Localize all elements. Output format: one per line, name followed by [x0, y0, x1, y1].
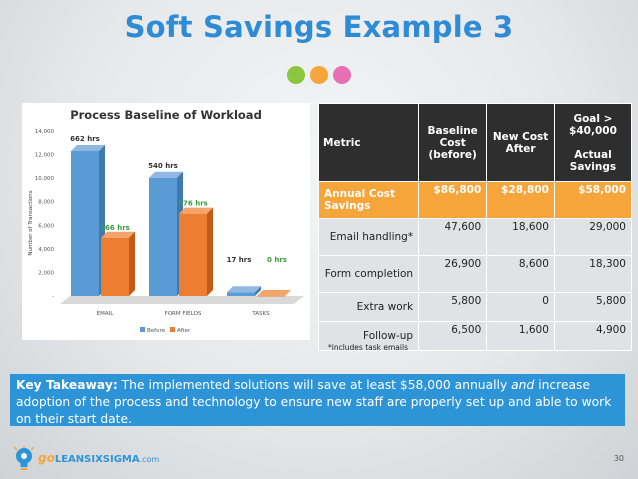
- table-body: Annual Cost Savings $86,800 $28,800 $58,000…: [317, 181, 633, 351]
- header-baseline: Baseline Cost (before): [418, 103, 488, 182]
- bar-side: [207, 207, 213, 296]
- dot-green: [287, 66, 305, 84]
- cell-savings: 18,300: [553, 255, 633, 293]
- cell-baseline: 5,800: [418, 292, 488, 322]
- workload-chart: Process Baseline of Workload Number of Tr…: [22, 103, 310, 340]
- chart-svg: Process Baseline of Workload Number of Tr…: [28, 108, 304, 334]
- cell-baseline: 26,900: [418, 255, 488, 293]
- bar-before: [149, 177, 177, 296]
- key-takeaway: Key Takeaway: The implemented solutions …: [10, 374, 625, 426]
- bar-after: [257, 296, 285, 297]
- y-tick-label: 2,000: [38, 270, 54, 276]
- table-row: Form completion 26,900 8,600 18,300: [317, 255, 633, 293]
- header-savings: Goal > $40,000 Actual Savings: [553, 103, 633, 182]
- header-metric: Metric: [317, 103, 420, 182]
- y-tick-label: 6,000: [38, 223, 54, 229]
- slide-title: Soft Savings Example 3: [124, 10, 514, 44]
- bar-top: [179, 207, 213, 214]
- bar-top: [149, 171, 183, 178]
- cell-metric: Form completion: [317, 255, 420, 293]
- cell-new: 18,600: [486, 218, 555, 256]
- chart-title: Process Baseline of Workload: [70, 108, 262, 122]
- takeaway-text-1: The implemented solutions will save at l…: [117, 378, 512, 392]
- table-row: Extra work 5,800 0 5,800: [317, 292, 633, 322]
- page-number: 30: [613, 454, 624, 463]
- bar-top: [71, 145, 105, 152]
- y-tick-label: 12,000: [35, 153, 55, 159]
- y-tick-label: 4,000: [38, 247, 54, 253]
- bar-after: [101, 237, 129, 296]
- logo-name: LEANSIXSIGMA: [54, 454, 140, 465]
- legend-label: Before: [147, 328, 166, 334]
- footnote: *includes task emails: [328, 343, 408, 352]
- header-new: New Cost After: [486, 103, 555, 182]
- data-label: 266 hrs: [100, 224, 130, 232]
- bar-side: [129, 231, 135, 296]
- cell-metric: Extra work: [317, 292, 420, 322]
- dot-orange: [310, 66, 328, 84]
- legend-swatch: [170, 327, 175, 332]
- bar-before: [71, 151, 99, 296]
- y-tick-label: 14,000: [35, 129, 55, 135]
- table-row: Email handling* 47,600 18,600 29,000: [317, 218, 633, 256]
- y-tick-label: -: [52, 294, 54, 300]
- bar-top: [227, 286, 261, 293]
- takeaway-text-2: increase adoption of the process and tec…: [16, 378, 612, 426]
- x-tick-label: FORM FIELDS: [165, 311, 202, 317]
- cell-savings: 4,900: [553, 321, 633, 351]
- cell-new: 8,600: [486, 255, 555, 293]
- lightbulb-icon: [13, 444, 35, 470]
- cell-savings: $58,000: [553, 181, 633, 219]
- x-tick-label: TASKS: [251, 311, 270, 317]
- cell-new: 1,600: [486, 321, 555, 351]
- data-label: 540 hrs: [148, 162, 178, 170]
- logo-prefix: go: [38, 451, 55, 465]
- takeaway-emphasis: and: [511, 378, 535, 392]
- legend-swatch: [140, 327, 145, 332]
- data-label: 662 hrs: [70, 135, 100, 143]
- bar-after: [179, 213, 207, 296]
- cell-metric: Follow-up: [317, 321, 420, 351]
- y-tick-label: 10,000: [35, 176, 55, 182]
- bar-top: [257, 290, 291, 296]
- table-header-row: Metric Baseline Cost (before) New Cost A…: [317, 103, 633, 182]
- x-tick-label: EMAIL: [97, 311, 115, 317]
- takeaway-label: Key Takeaway:: [16, 378, 118, 392]
- logo-text: goLEANSIXSIGMA.com: [38, 451, 159, 465]
- cell-baseline: 47,600: [418, 218, 488, 256]
- bar-top: [101, 231, 135, 238]
- logo: goLEANSIXSIGMA.com: [13, 444, 159, 474]
- cell-new: $28,800: [486, 181, 555, 219]
- cell-metric: Email handling*: [317, 218, 420, 256]
- y-axis-label: Number of Transactions: [28, 190, 34, 255]
- cell-new: 0: [486, 292, 555, 322]
- data-label: 17 hrs: [227, 256, 252, 264]
- cell-baseline: $86,800: [418, 181, 488, 219]
- cell-baseline: 6,500: [418, 321, 488, 351]
- cell-metric: Annual Cost Savings: [317, 181, 420, 219]
- cell-savings: 29,000: [553, 218, 633, 256]
- cell-savings: 5,800: [553, 292, 633, 322]
- bar-side: [255, 286, 261, 296]
- chart-floor: [60, 296, 304, 304]
- logo-suffix: .com: [139, 455, 160, 464]
- y-tick-label: 8,000: [38, 200, 54, 206]
- dot-pink: [333, 66, 351, 84]
- table-row: Annual Cost Savings $86,800 $28,800 $58,000: [317, 181, 633, 219]
- data-label: 0 hrs: [267, 256, 287, 264]
- data-label: 376 hrs: [178, 200, 208, 208]
- legend-label: After: [177, 328, 191, 334]
- savings-table: Metric Baseline Cost (before) New Cost A…: [317, 103, 633, 351]
- bar-before: [227, 292, 255, 296]
- table-row: Follow-up 6,500 1,600 4,900: [317, 321, 633, 351]
